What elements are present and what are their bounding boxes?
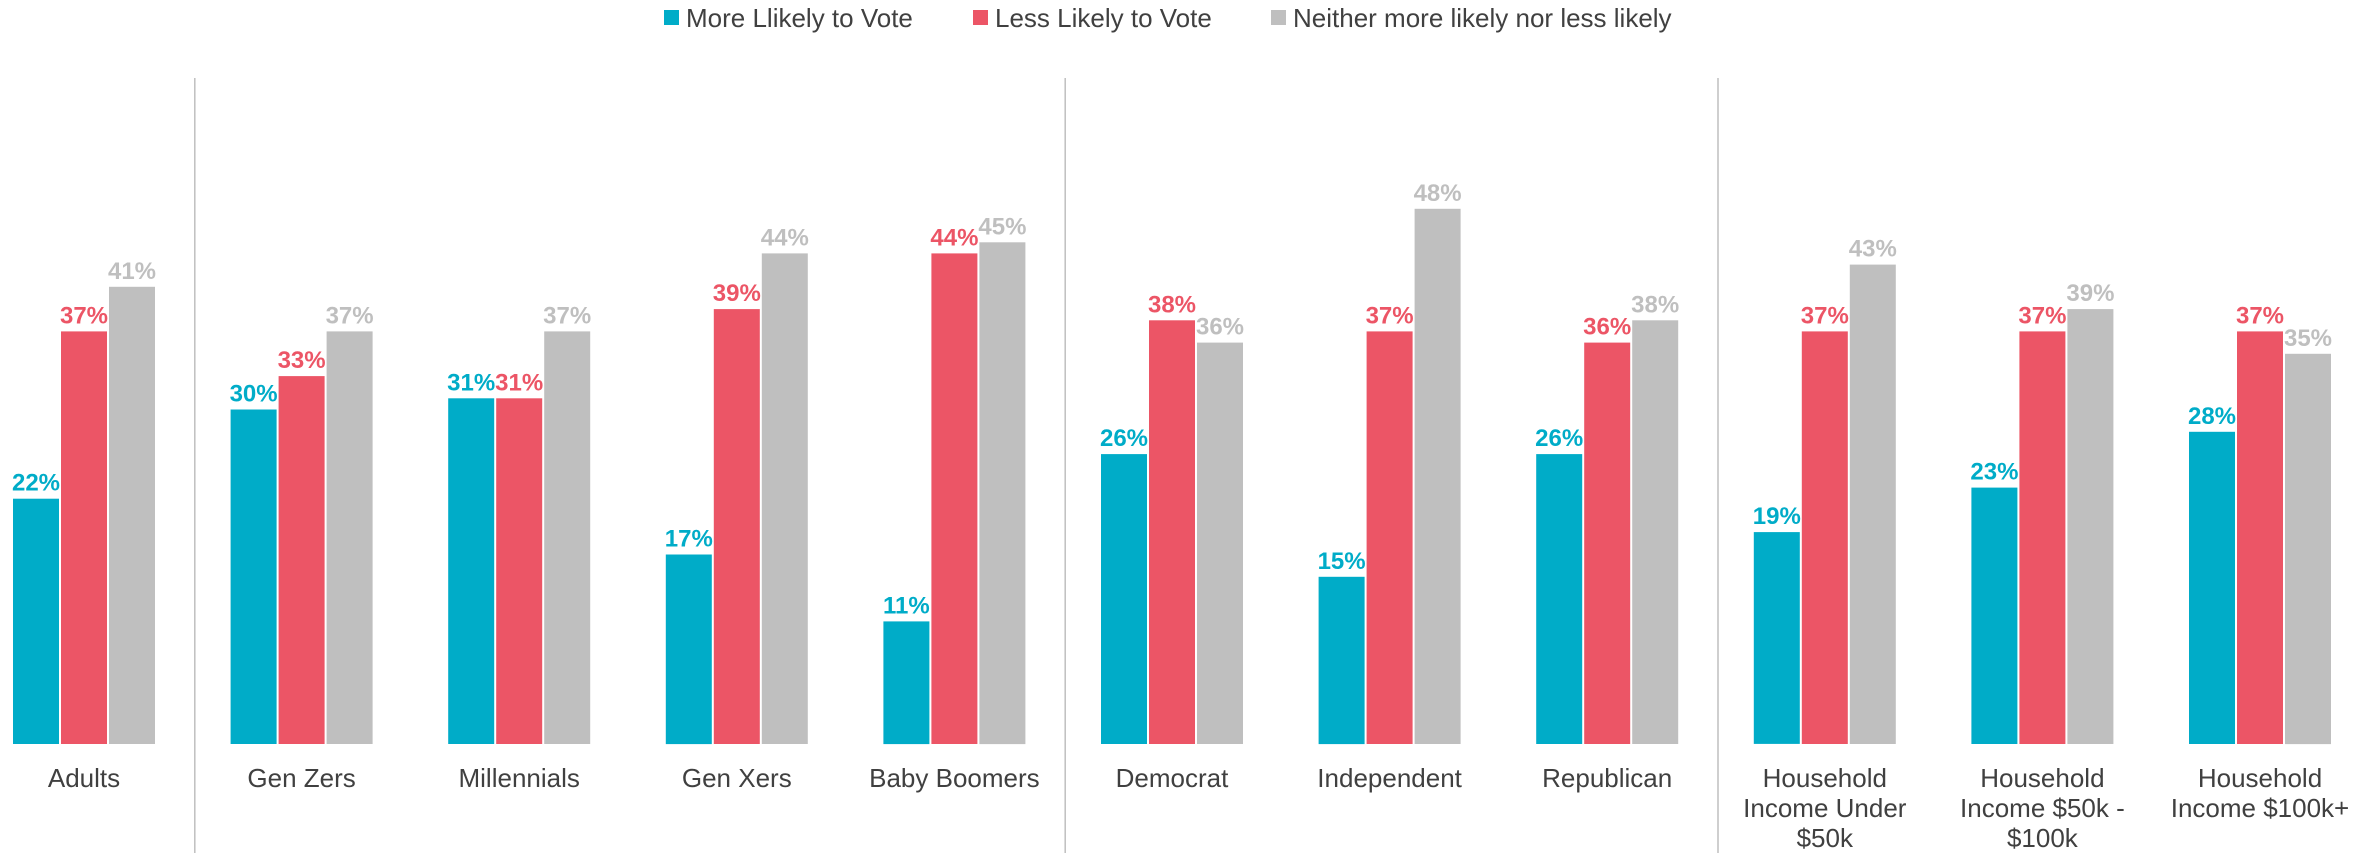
group-dividers [194, 78, 1719, 853]
legend-swatch-more-likely [664, 10, 679, 25]
bar-series0-cat7 [1536, 454, 1583, 744]
data-label-series2-cat1: 37% [326, 302, 374, 329]
category-label-4: Baby Boomers [869, 763, 1040, 793]
bar-series2-cat10 [2285, 353, 2331, 745]
bar-series0-cat6 [1318, 576, 1365, 745]
bar-series0-cat8 [1753, 532, 1800, 744]
bar-series1-cat4 [931, 253, 978, 744]
data-label-series1-cat1: 33% [278, 347, 326, 374]
data-label-series1-cat0: 37% [60, 302, 108, 329]
legend-swatch-neither [1271, 10, 1286, 25]
data-label-series2-cat10: 35% [2284, 325, 2332, 352]
bar-series2-cat2 [544, 331, 591, 744]
bar-series2-cat4 [979, 242, 1026, 745]
data-label-series0-cat2: 31% [447, 369, 495, 396]
data-label-series1-cat3: 39% [713, 280, 761, 307]
data-label-series0-cat10: 28% [2188, 403, 2236, 430]
bar-series1-cat10 [2237, 331, 2283, 744]
data-label-series0-cat8: 19% [1753, 503, 1801, 530]
category-label-5: Democrat [1116, 763, 1229, 793]
bar-series2-cat1 [326, 331, 373, 744]
data-label-series2-cat3: 44% [761, 224, 809, 251]
legend-label-more-likely: More Llikely to Vote [686, 3, 913, 33]
data-label-series0-cat1: 30% [230, 381, 278, 408]
category-labels: Adults Gen Zers Millennials Gen Xers Baby Bo… [48, 763, 2349, 853]
bar-series0-cat3 [665, 554, 712, 745]
legend-label-neither: Neither more likely nor less likely [1293, 3, 1672, 33]
bar-series2-cat7 [1632, 320, 1679, 744]
bar-series2-cat3 [761, 253, 808, 744]
data-label-series0-cat3: 17% [665, 526, 713, 553]
category-label-3: Gen Xers [682, 763, 792, 793]
data-label-series1-cat9: 37% [2018, 302, 2066, 329]
bar-series1-cat8 [1801, 331, 1848, 744]
bar-series1-cat6 [1366, 331, 1413, 744]
category-label-9: Household Income $50k -$100k [1960, 763, 2125, 853]
legend-label-less-likely: Less Likely to Vote [995, 3, 1212, 33]
data-label-series0-cat6: 15% [1318, 548, 1366, 575]
data-label-series1-cat8: 37% [1801, 302, 1849, 329]
data-label-series2-cat6: 48% [1414, 180, 1462, 207]
bar-series0-cat2 [448, 398, 495, 744]
bars [13, 208, 2331, 745]
data-labels: 22%37%41%30%33%37%31% 31%37%17%39%44%11%4… [12, 180, 2332, 620]
bar-series0-cat9 [1971, 487, 2018, 744]
bar-series1-cat5 [1149, 320, 1195, 744]
data-label-series2-cat4: 45% [978, 213, 1026, 240]
category-label-2: Millennials [459, 763, 580, 793]
bar-series2-cat0 [109, 286, 155, 744]
category-label-10: Household Income $100k+ [2171, 763, 2350, 823]
bar-series0-cat4 [883, 621, 930, 745]
data-label-series2-cat5: 36% [1196, 314, 1244, 341]
bar-series1-cat7 [1584, 342, 1631, 744]
bar-series2-cat6 [1414, 208, 1461, 745]
category-label-1: Gen Zers [247, 763, 355, 793]
category-label-0: Adults [48, 763, 120, 793]
data-label-series2-cat8: 43% [1849, 236, 1897, 263]
bar-series2-cat5 [1197, 342, 1243, 744]
category-label-8: Household Income Under $50k [1743, 763, 1907, 853]
data-label-series0-cat0: 22% [12, 470, 60, 497]
bar-series1-cat1 [278, 376, 325, 744]
bar-series0-cat5 [1101, 454, 1147, 744]
data-label-series2-cat0: 41% [108, 258, 156, 285]
data-label-series2-cat9: 39% [2066, 280, 2114, 307]
bar-series1-cat0 [61, 331, 107, 744]
data-label-series1-cat6: 37% [1366, 302, 1414, 329]
bar-series2-cat8 [1849, 264, 1896, 744]
data-label-series0-cat4: 11% [883, 592, 930, 619]
data-label-series1-cat4: 44% [930, 224, 978, 251]
data-label-series1-cat5: 38% [1148, 291, 1196, 318]
data-label-series1-cat10: 37% [2236, 302, 2284, 329]
bar-series0-cat1 [230, 409, 277, 744]
data-label-series1-cat2: 31% [495, 369, 543, 396]
bar-series1-cat9 [2019, 331, 2066, 744]
data-label-series0-cat7: 26% [1535, 425, 1583, 452]
data-label-series2-cat2: 37% [543, 302, 591, 329]
legend: More Llikely to Vote Less Likely to Vote… [664, 3, 1672, 33]
data-label-series0-cat5: 26% [1100, 425, 1148, 452]
category-label-6: Independent [1317, 763, 1462, 793]
data-label-series2-cat7: 38% [1631, 291, 1679, 318]
bar-series1-cat3 [713, 309, 760, 744]
bar-series0-cat0 [13, 498, 59, 744]
bar-series2-cat9 [2067, 309, 2114, 744]
category-label-7: Republican [1542, 763, 1672, 793]
data-label-series1-cat7: 36% [1583, 314, 1631, 341]
bar-series1-cat2 [496, 398, 543, 744]
legend-swatch-less-likely [973, 10, 988, 25]
data-label-series0-cat9: 23% [1970, 459, 2018, 486]
bar-series0-cat10 [2189, 431, 2235, 744]
